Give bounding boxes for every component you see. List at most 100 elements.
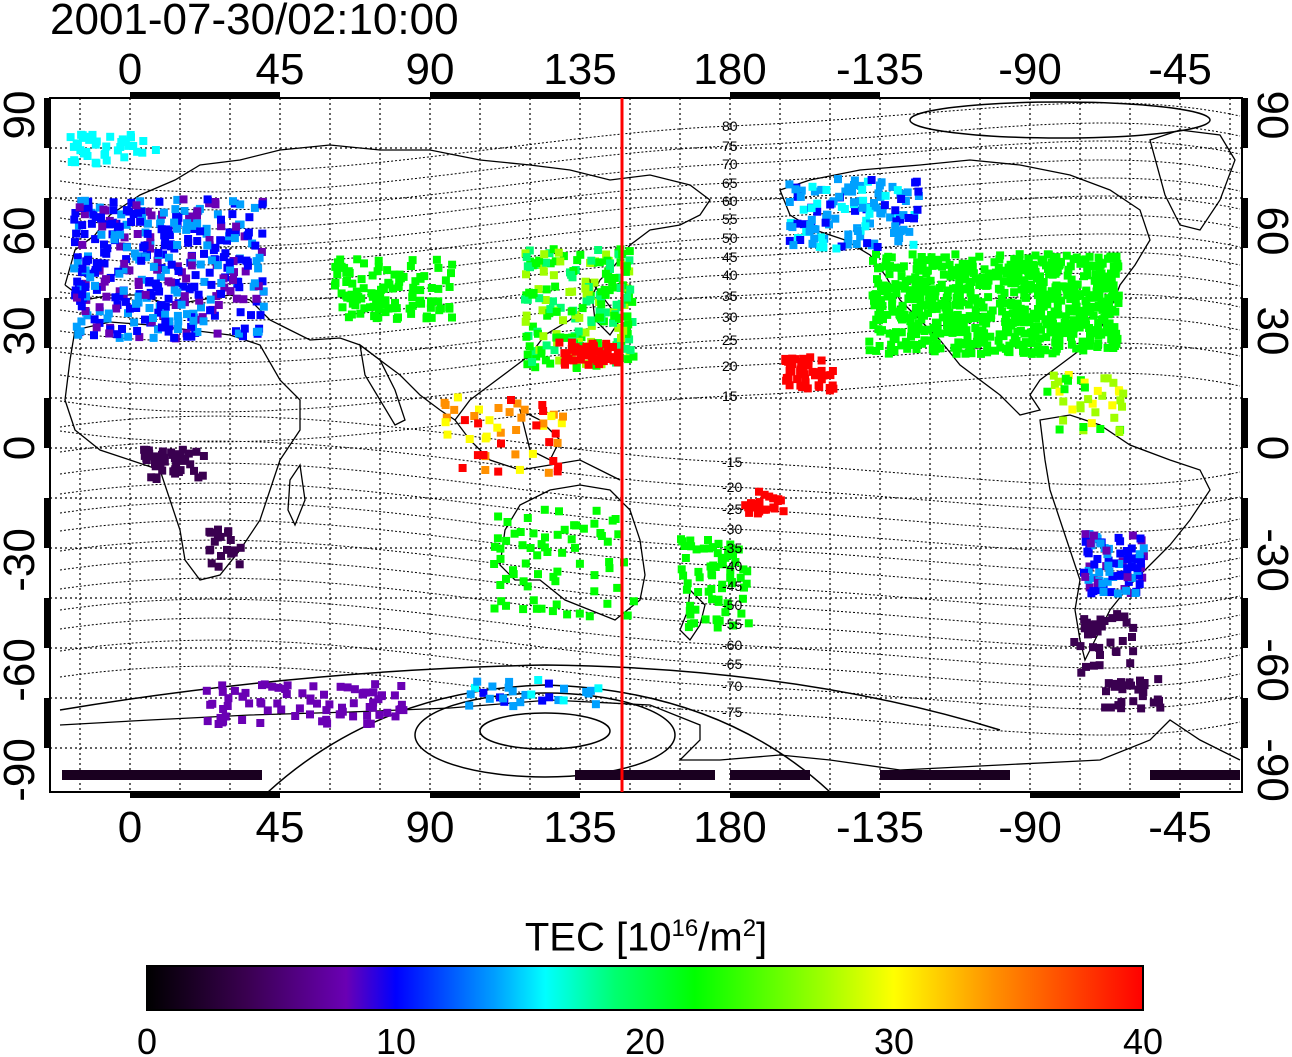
tec-tile bbox=[894, 237, 903, 246]
tec-tile bbox=[100, 259, 109, 268]
tec-tile bbox=[961, 349, 970, 358]
tec-tile bbox=[545, 249, 554, 258]
right-lat-tick-label: 90 bbox=[1248, 91, 1292, 140]
tec-tile bbox=[102, 275, 110, 284]
tec-tile bbox=[571, 543, 579, 552]
tec-tile bbox=[573, 256, 582, 265]
tec-tile bbox=[1017, 276, 1026, 285]
tec-tile bbox=[925, 295, 934, 303]
colorbar-title-prefix: TEC [10 bbox=[524, 915, 672, 960]
tec-tile bbox=[1072, 302, 1081, 311]
tec-tile bbox=[984, 293, 993, 302]
tec-tile bbox=[1095, 292, 1104, 301]
top-lon-tick-label: 0 bbox=[118, 45, 142, 94]
tec-tile bbox=[677, 535, 685, 544]
tec-tile bbox=[625, 256, 634, 265]
right-lat-tick-label: -30 bbox=[1248, 528, 1292, 592]
tec-tile bbox=[231, 228, 240, 237]
tec-tile bbox=[174, 267, 183, 275]
tec-tile bbox=[605, 286, 614, 295]
tec-tile bbox=[863, 239, 872, 248]
tec-tile bbox=[826, 371, 835, 380]
tec-tile bbox=[785, 180, 794, 189]
tec-tile bbox=[69, 142, 78, 151]
tec-tile bbox=[919, 287, 928, 296]
tec-tile bbox=[432, 255, 441, 264]
tec-tile bbox=[914, 319, 923, 328]
tec-tile bbox=[1091, 270, 1100, 279]
tec-tile bbox=[1031, 251, 1040, 260]
tec-tile bbox=[932, 341, 941, 350]
tec-tile bbox=[91, 235, 100, 244]
tec-tile bbox=[369, 688, 378, 697]
tec-tile bbox=[878, 311, 887, 320]
tec-tile bbox=[625, 247, 634, 256]
tec-tile bbox=[726, 566, 735, 575]
tec-tile bbox=[186, 460, 195, 469]
tec-tile bbox=[473, 451, 482, 460]
tec-tile bbox=[1088, 630, 1096, 638]
tec-tile bbox=[1074, 290, 1083, 299]
tec-tile bbox=[120, 153, 129, 162]
tec-tile bbox=[273, 699, 282, 708]
tec-tile bbox=[576, 355, 585, 364]
tec-tile bbox=[747, 501, 756, 510]
tec-tile bbox=[196, 227, 205, 236]
tec-tile bbox=[785, 381, 794, 390]
tec-tile bbox=[471, 683, 479, 692]
tec-tile bbox=[211, 243, 220, 252]
tec-tile bbox=[597, 300, 606, 309]
mlat-contour bbox=[59, 665, 1241, 736]
tec-tile bbox=[1053, 291, 1062, 300]
tec-tile bbox=[352, 287, 361, 296]
tec-tile bbox=[1042, 333, 1051, 342]
tec-tile bbox=[1129, 697, 1138, 706]
tec-tile bbox=[821, 218, 830, 227]
tec-tile bbox=[509, 570, 518, 579]
tec-tile bbox=[1094, 285, 1103, 294]
tec-tile bbox=[200, 249, 208, 258]
tec-tile bbox=[1008, 309, 1017, 318]
tec-tile bbox=[180, 292, 189, 301]
tec-tile bbox=[1093, 386, 1102, 395]
tec-tile bbox=[257, 248, 266, 256]
tec-tile bbox=[901, 337, 910, 346]
tec-tile bbox=[150, 452, 159, 461]
tec-tile bbox=[818, 239, 827, 248]
mlat-label: -45 bbox=[722, 578, 742, 594]
tec-tile bbox=[555, 356, 564, 365]
tec-tile bbox=[140, 241, 149, 250]
tec-tile bbox=[223, 236, 231, 245]
tec-tile bbox=[1131, 589, 1140, 597]
tec-tile bbox=[797, 186, 806, 195]
tec-tile bbox=[913, 341, 922, 349]
bottom-lon-tick-label: 180 bbox=[693, 803, 766, 852]
tec-tile bbox=[1097, 297, 1106, 306]
tec-tile bbox=[581, 284, 590, 293]
tec-tile bbox=[575, 609, 584, 618]
tec-tile bbox=[869, 321, 878, 330]
tec-tile bbox=[1105, 567, 1114, 576]
tec-tile bbox=[1009, 339, 1018, 348]
tec-tile bbox=[965, 267, 974, 276]
tec-tile bbox=[338, 303, 347, 312]
tec-tile bbox=[1110, 679, 1119, 688]
tec-tile bbox=[132, 304, 141, 312]
tec-tile bbox=[526, 544, 535, 552]
tec-tile bbox=[1123, 565, 1132, 574]
tec-tile bbox=[959, 285, 968, 294]
tec-polar-strip bbox=[1150, 770, 1240, 780]
tec-tile bbox=[164, 294, 173, 303]
tec-tile bbox=[1080, 272, 1088, 281]
tec-tile bbox=[361, 688, 370, 697]
tec-tile bbox=[256, 719, 265, 727]
tec-tile bbox=[933, 326, 942, 335]
tec-tile bbox=[187, 332, 196, 341]
tec-tile bbox=[465, 435, 474, 443]
tec-tile bbox=[1081, 296, 1090, 305]
tec-tile bbox=[964, 259, 973, 268]
tec-tile bbox=[306, 710, 314, 719]
tec-tile bbox=[915, 278, 924, 287]
tec-tile bbox=[195, 296, 204, 305]
tec-tile bbox=[1006, 260, 1015, 269]
